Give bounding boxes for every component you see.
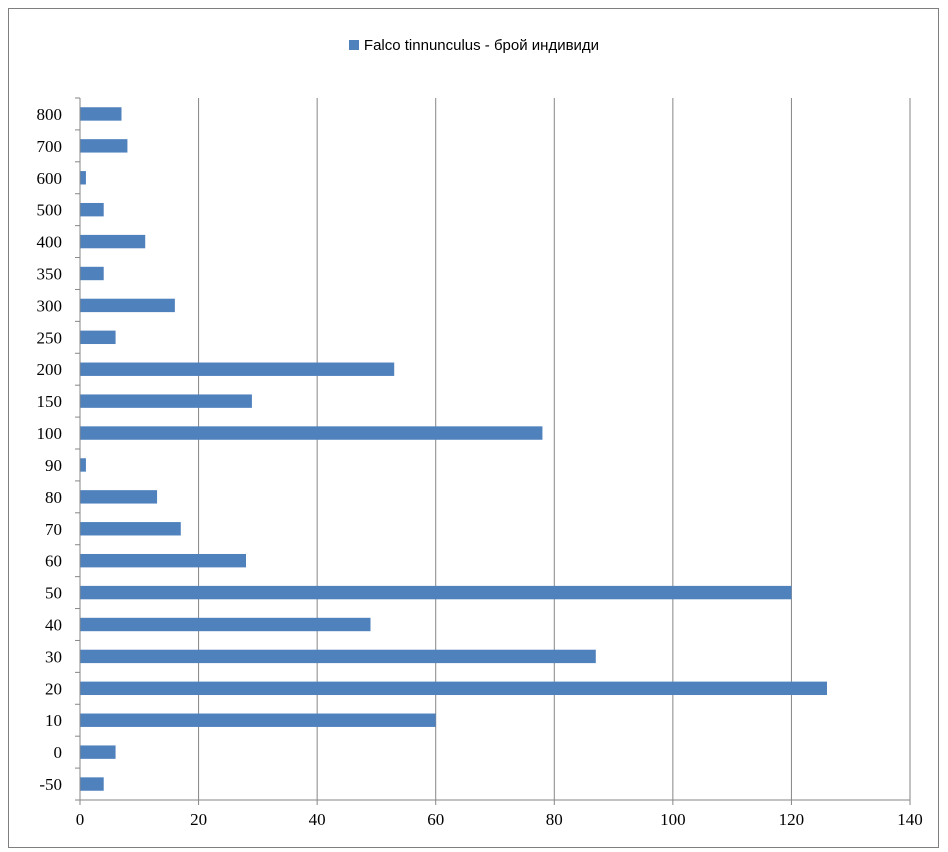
bar (80, 202, 104, 217)
bar (80, 553, 246, 568)
legend: Falco tinnunculus - брой индивиди (0, 37, 948, 54)
y-tick-label: 100 (37, 424, 63, 443)
bar (80, 171, 86, 185)
y-tick-label: 800 (37, 105, 63, 124)
y-tick-label: 150 (37, 392, 63, 411)
y-tick-label: 250 (37, 328, 63, 347)
bar (80, 266, 104, 281)
y-tick-label: 70 (45, 520, 62, 539)
y-tick-label: 90 (45, 456, 62, 475)
bar (80, 745, 116, 759)
y-tick-label: 400 (37, 233, 63, 252)
bar (80, 490, 158, 504)
legend-swatch-icon (348, 40, 359, 50)
bar (80, 777, 104, 791)
x-tick-label: 40 (309, 810, 326, 829)
bar (80, 713, 436, 727)
x-tick-label: 20 (190, 810, 207, 829)
y-tick-label: 30 (45, 647, 62, 666)
y-tick-label: 300 (37, 296, 63, 315)
y-tick-label: 40 (45, 616, 62, 635)
bar (80, 522, 181, 536)
y-tick-label: 200 (37, 360, 63, 379)
y-tick-label: 10 (45, 711, 62, 730)
y-tick-label: 20 (45, 679, 62, 698)
bar (80, 426, 543, 440)
bar (80, 362, 395, 376)
x-tick-label: 140 (897, 810, 923, 829)
bar (80, 649, 596, 664)
x-tick-label: 60 (427, 810, 444, 829)
legend-label: Falco tinnunculus - брой индивиди (363, 37, 600, 54)
bar (80, 139, 128, 153)
y-tick-label: 350 (37, 265, 63, 284)
bar (80, 394, 252, 408)
y-tick-label: 600 (37, 169, 63, 188)
y-tick-label: 700 (37, 137, 63, 156)
y-tick-label: 0 (54, 743, 63, 762)
bar (80, 298, 175, 313)
bar (80, 681, 827, 696)
y-tick-label: -50 (39, 775, 62, 794)
bar (80, 617, 371, 632)
y-tick-label: 60 (45, 552, 62, 571)
bar (80, 234, 146, 249)
x-tick-label: 80 (546, 810, 563, 829)
bar (80, 585, 792, 600)
y-tick-label: 500 (37, 201, 63, 220)
bar (80, 330, 116, 345)
x-tick-label: 100 (660, 810, 686, 829)
x-tick-label: 0 (76, 810, 85, 829)
bar (80, 458, 86, 472)
y-tick-label: 80 (45, 488, 62, 507)
x-tick-label: 120 (779, 810, 805, 829)
y-tick-label: 50 (45, 584, 62, 603)
bar (80, 107, 122, 121)
